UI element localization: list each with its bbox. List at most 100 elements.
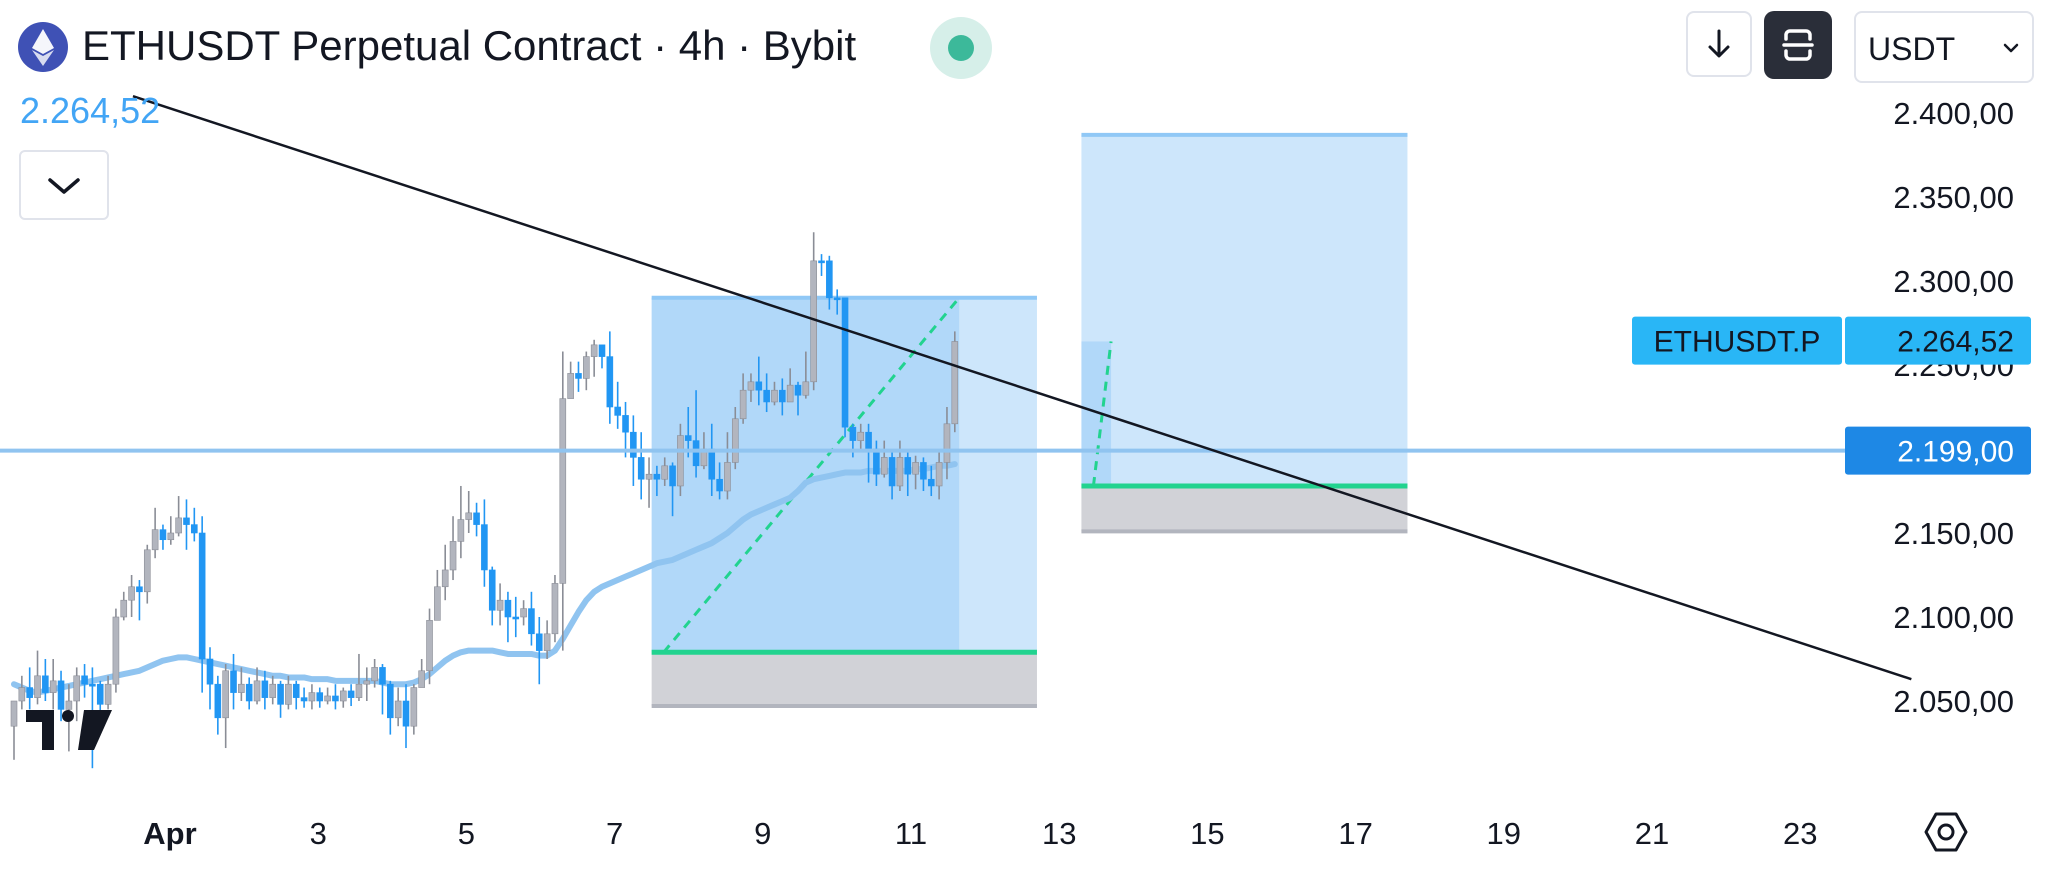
candle-body	[747, 381, 755, 391]
candle-body	[10, 700, 18, 727]
candle	[606, 331, 614, 424]
candle	[716, 462, 723, 500]
candle-body	[731, 418, 739, 463]
candle-body	[81, 675, 88, 685]
candle	[410, 684, 418, 735]
candle-body	[716, 478, 723, 492]
long-position-2[interactable]	[1081, 132, 1408, 534]
chevron-down-icon	[2003, 43, 2019, 53]
market-status-indicator	[930, 17, 992, 79]
candle	[920, 457, 927, 491]
candle-body	[402, 700, 410, 727]
candle-body	[927, 478, 935, 487]
settings-icon[interactable]	[1924, 810, 1968, 854]
candle-body	[73, 675, 81, 702]
candle-body	[355, 683, 363, 698]
candle	[520, 600, 527, 626]
candle-body	[622, 415, 629, 433]
trend-line[interactable]	[132, 95, 1912, 681]
candle	[512, 596, 520, 638]
candle	[104, 675, 112, 710]
candle	[441, 544, 449, 601]
candle-body	[857, 431, 865, 441]
candle	[434, 569, 441, 621]
price-tags: ETHUSDT.P 2.264,52 2.199,00	[1632, 316, 2031, 475]
candle	[473, 502, 480, 537]
candle	[18, 675, 26, 710]
candle-body	[238, 683, 245, 693]
candle	[285, 675, 292, 710]
candle-body	[363, 680, 371, 685]
candle	[653, 465, 661, 497]
candle	[747, 373, 755, 402]
candle	[739, 373, 747, 424]
candle	[292, 680, 300, 710]
candle	[481, 499, 488, 587]
drawings	[0, 95, 1912, 681]
candle-body	[159, 529, 167, 541]
fullscreen-button[interactable]	[1764, 11, 1832, 79]
x-tick-label: 21	[1635, 816, 1669, 851]
candle	[771, 381, 778, 406]
candle-body	[504, 599, 512, 618]
candle	[300, 687, 308, 708]
candle	[261, 670, 269, 710]
candle	[575, 361, 582, 392]
candle-body	[590, 344, 598, 357]
candle-body	[449, 541, 457, 571]
candle-body	[434, 586, 441, 621]
candle	[339, 687, 347, 708]
candle-body	[230, 670, 237, 693]
candle-body	[708, 448, 716, 480]
candle	[590, 339, 598, 377]
hline-tag-bg	[1845, 426, 2031, 475]
candle-body	[18, 687, 26, 702]
candle	[159, 524, 167, 550]
candle	[379, 664, 386, 715]
candle-body	[371, 667, 378, 682]
collapse-legend-button[interactable]	[19, 150, 109, 220]
candle	[669, 462, 676, 517]
candle	[245, 677, 253, 710]
candle	[841, 297, 849, 438]
x-tick-label: Apr	[143, 816, 196, 851]
candle-body	[920, 462, 927, 480]
fullscreen-icon	[1782, 29, 1814, 61]
candle	[912, 455, 919, 490]
candle-body	[183, 517, 190, 525]
candle-body	[841, 297, 849, 428]
candle	[904, 449, 912, 497]
candle-body	[324, 695, 331, 702]
candle-body	[763, 389, 770, 403]
candle	[120, 591, 128, 621]
candle-body	[692, 440, 700, 467]
candle	[943, 407, 951, 480]
candle	[551, 575, 559, 643]
candle-body	[136, 586, 143, 593]
x-tick-label: 13	[1042, 816, 1076, 851]
candle	[645, 457, 653, 508]
candle-body	[559, 398, 567, 584]
candle-body	[214, 683, 222, 719]
symbol-tag-bg	[1632, 316, 1842, 365]
candle-body	[583, 356, 590, 379]
tradingview-logo	[26, 710, 112, 750]
candle	[951, 331, 959, 433]
download-button[interactable]	[1686, 11, 1752, 77]
y-tick-label: 2.400,00	[1893, 96, 2014, 131]
candle	[10, 700, 18, 760]
candle-body	[410, 687, 418, 727]
candle-body	[653, 473, 661, 480]
candle-body	[128, 586, 135, 601]
candle-body	[418, 670, 425, 688]
candle-body	[818, 260, 825, 264]
currency-select[interactable]: USDT	[1854, 11, 2034, 83]
hline-tag-label: 2.199,00	[1897, 436, 2014, 469]
candle-body	[630, 431, 637, 458]
x-tick-label: 5	[458, 816, 475, 851]
chevron-down-icon	[48, 178, 80, 194]
x-tick-label: 23	[1783, 816, 1817, 851]
candle-body	[520, 608, 527, 618]
candle	[402, 684, 410, 749]
